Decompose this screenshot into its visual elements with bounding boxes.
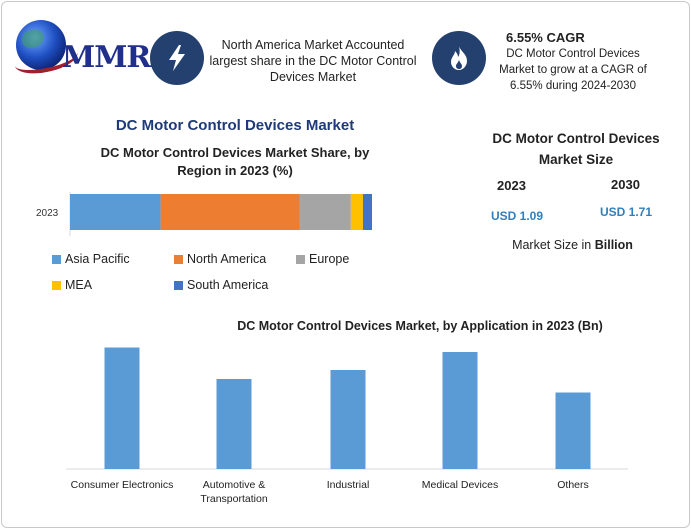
market-size-note-unit: Billion [594, 238, 633, 252]
globe-icon [16, 20, 66, 70]
legend-item-asia-pacific: Asia Pacific [52, 252, 130, 266]
legend-swatch [52, 254, 61, 264]
legend-label: Europe [309, 252, 350, 266]
region-bar-mea [350, 194, 363, 230]
legend-swatch [174, 254, 183, 264]
legend-item-north-america: North America [174, 252, 266, 266]
legend-item-europe: Europe [296, 252, 349, 266]
region-bar-europe [299, 194, 351, 230]
region-bar-north-america [160, 194, 300, 230]
market-size-year-2023: 2023 [497, 178, 526, 193]
lightning-bolt-icon [150, 31, 204, 85]
cagr-text: DC Motor Control Devices Market to grow … [499, 48, 647, 92]
main-title: DC Motor Control Devices Market [115, 117, 355, 134]
legend-label: North America [187, 252, 267, 266]
market-size-title: DC Motor Control Devices Market Size [492, 131, 660, 167]
market-size-note: Market Size in Billion [490, 238, 655, 252]
cagr-title: 6.55% CAGR [506, 30, 585, 45]
logo-text: MMR [62, 40, 151, 75]
legend-label: MEA [65, 278, 93, 292]
application-chart-title: DC Motor Control Devices Market, by Appl… [237, 319, 603, 333]
legend-swatch [296, 254, 305, 264]
market-size-value-2023: USD 1.09 [491, 209, 544, 223]
legend-label: Asia Pacific [65, 252, 130, 266]
flame-icon [432, 31, 486, 85]
legend-item-mea: MEA [52, 278, 92, 292]
region-chart-title: DC Motor Control Devices Market Share, b… [100, 145, 370, 178]
mmr-logo: MMR [11, 18, 151, 84]
legend-item-south-america: South America [174, 278, 268, 292]
market-size-value-2030: USD 1.71 [600, 205, 653, 219]
market-size-year-2030: 2030 [611, 177, 640, 192]
region-share-chart: 2023 [36, 192, 372, 236]
market-size-note-prefix: Market Size in [512, 238, 595, 252]
region-bar-asia-pacific [70, 194, 161, 230]
region-bar-south-america [362, 194, 372, 230]
legend-swatch [174, 280, 183, 290]
region-category-label: 2023 [36, 208, 59, 219]
legend-swatch [52, 280, 61, 290]
highlight-north-america-text: North America Market Accounted largest s… [209, 38, 417, 84]
legend-label: South America [187, 278, 269, 292]
